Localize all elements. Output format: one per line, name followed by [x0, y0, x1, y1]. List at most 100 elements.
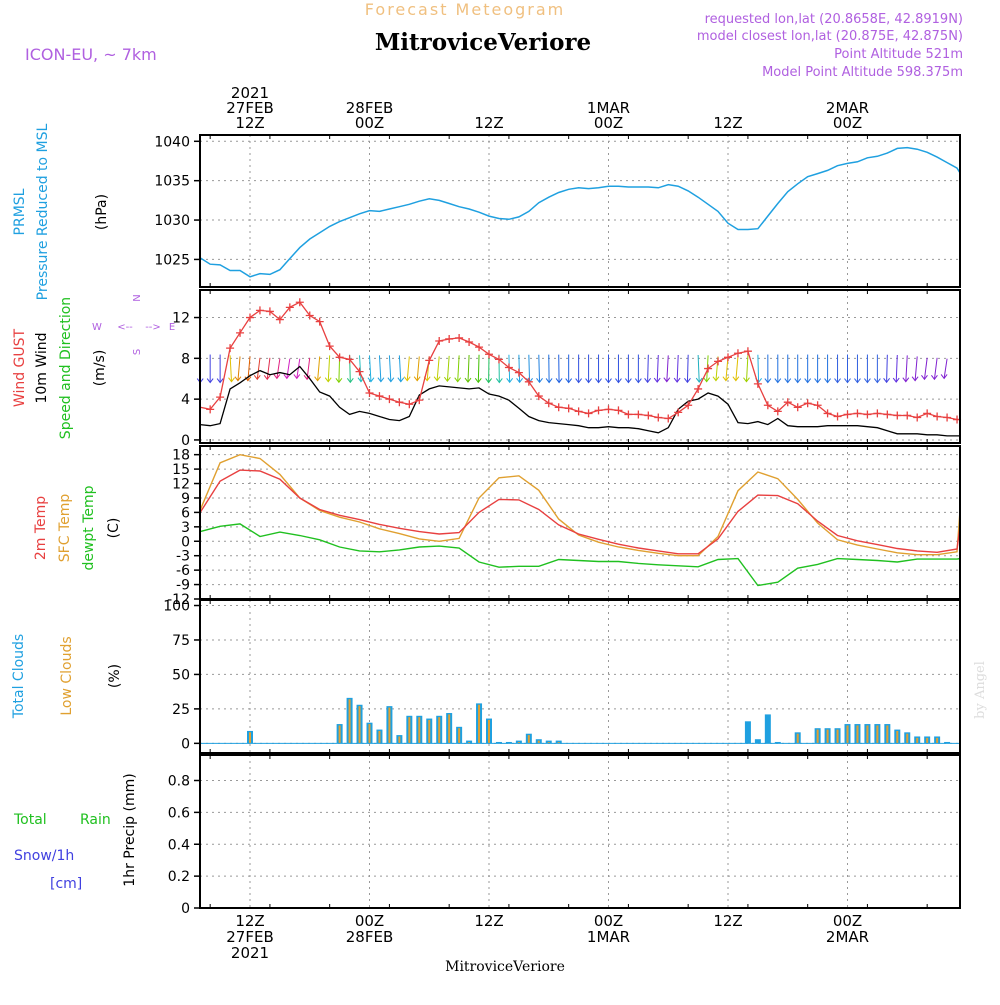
celsius-unit-label: (C): [106, 518, 122, 539]
low-cloud-bar: [837, 730, 839, 744]
low-cloud-bar: [886, 725, 888, 743]
ytick-label: 0: [181, 736, 190, 752]
percent-unit-label: (%): [107, 664, 123, 688]
low-cloud-bar: [896, 731, 898, 743]
ytick-label: 4: [181, 392, 190, 408]
total-label: Total: [13, 812, 47, 828]
ytick-label: 15: [172, 462, 190, 478]
low-clouds-label: Low Clouds: [59, 636, 75, 715]
bottom-time-label: 2021: [231, 944, 269, 962]
top-time-label: 12Z: [713, 114, 742, 132]
low-cloud-bar: [388, 708, 390, 744]
low-cloud-bar: [926, 738, 928, 744]
rain-label: Rain: [80, 812, 111, 828]
low-cloud-bar: [817, 730, 819, 744]
low-cloud-bar: [369, 724, 371, 743]
dewpt-temp-label: dewpt Temp: [81, 485, 97, 570]
compass-south: S: [132, 349, 143, 355]
ytick-label: 18: [172, 448, 190, 464]
low-cloud-bar: [398, 736, 400, 743]
low-cloud-bar: [478, 705, 480, 744]
low-cloud-bar: [249, 732, 251, 743]
compass-west: W: [92, 322, 102, 333]
low-cloud-bar: [936, 738, 938, 744]
compass-north: N: [132, 294, 143, 301]
low-cloud-bar: [528, 735, 530, 743]
low-cloud-bar: [488, 720, 490, 743]
ytick-label: 1035: [154, 174, 190, 190]
total-cloud-bar: [755, 739, 761, 743]
low-cloud-bar: [916, 738, 918, 744]
ytick-label: 12: [172, 311, 190, 327]
ytick-label: 8: [181, 351, 190, 367]
precip-axis-label: 1hr Precip (mm): [122, 773, 138, 886]
total-cloud-bar: [745, 721, 751, 743]
low-cloud-bar: [876, 725, 878, 743]
wind-10m-label: 10m Wind: [34, 332, 50, 403]
ytick-label: 1030: [154, 213, 190, 229]
product-title: Forecast Meteogram: [365, 0, 565, 19]
ytick-label: 1040: [154, 134, 190, 150]
top-time-label: 00Z: [355, 114, 384, 132]
low-cloud-bar: [349, 699, 351, 743]
bottom-time-label: 1MAR: [587, 928, 630, 946]
bottom-time-label: 12Z: [713, 912, 742, 930]
ytick-label: 9: [181, 491, 190, 507]
top-time-label: 12Z: [474, 114, 503, 132]
low-cloud-bar: [438, 717, 440, 743]
low-cloud-bar: [827, 730, 829, 744]
ytick-label: 6: [181, 505, 190, 521]
wind-gust-label: Wind GUST: [12, 328, 28, 407]
low-cloud-bar: [847, 725, 849, 743]
low-cloud-bar: [408, 717, 410, 743]
hpa-unit-label: (hPa): [94, 194, 110, 230]
low-cloud-bar: [458, 728, 460, 743]
ytick-label: 50: [172, 667, 190, 683]
top-time-label: 12Z: [235, 114, 264, 132]
total-clouds-label: Total Clouds: [11, 634, 27, 719]
low-cloud-bar: [866, 725, 868, 743]
location-title: MitroviceVeriore: [375, 29, 591, 56]
low-cloud-bar: [428, 720, 430, 743]
ytick-label: 100: [163, 599, 190, 615]
ytick-label: 25: [172, 702, 190, 718]
footer-location: MitroviceVeriore: [445, 959, 565, 975]
ytick-label: 0: [181, 534, 190, 550]
low-cloud-bar: [448, 714, 450, 743]
ytick-label: 0: [181, 433, 190, 449]
total-cloud-bar: [765, 714, 771, 743]
low-cloud-bar: [906, 734, 908, 744]
snow-label: Snow/1h: [14, 848, 74, 864]
ms-unit-label: (m/s): [92, 350, 108, 387]
ytick-label: 75: [172, 633, 190, 649]
ytick-label: 0.2: [168, 869, 190, 885]
ytick-label: 1025: [154, 252, 190, 268]
model-altitude: Model Point Altitude 598.375m: [762, 65, 963, 80]
model-name: ICON-EU, ~ 7km: [25, 45, 157, 64]
ytick-label: 0.4: [168, 837, 190, 853]
ytick-label: 0.6: [168, 805, 190, 821]
low-cloud-bar: [797, 734, 799, 744]
prmsl-label: PRMSL: [12, 188, 28, 235]
low-cloud-bar: [856, 725, 858, 743]
top-time-label: 00Z: [594, 114, 623, 132]
cm-label: [cm]: [50, 876, 82, 892]
ytick-label: 0.8: [168, 774, 190, 790]
low-cloud-bar: [418, 717, 420, 743]
watermark: by Angel: [973, 661, 988, 719]
wind-speed-dir-label: Speed and Direction: [58, 297, 74, 439]
ytick-label: 0: [181, 901, 190, 917]
low-cloud-bar: [339, 725, 341, 743]
ytick-label: 12: [172, 477, 190, 493]
closest-coords: model closest lon,lat (20.875E, 42.875N): [697, 29, 963, 44]
ytick-label: 3: [181, 520, 190, 536]
bottom-time-label: 28FEB: [346, 928, 393, 946]
ytick-label: -9: [176, 578, 190, 594]
bottom-time-label: 12Z: [474, 912, 503, 930]
low-cloud-bar: [378, 731, 380, 743]
compass-east-arrow: -->: [145, 322, 161, 333]
ytick-label: -6: [176, 563, 190, 579]
ytick-label: -3: [176, 549, 190, 565]
